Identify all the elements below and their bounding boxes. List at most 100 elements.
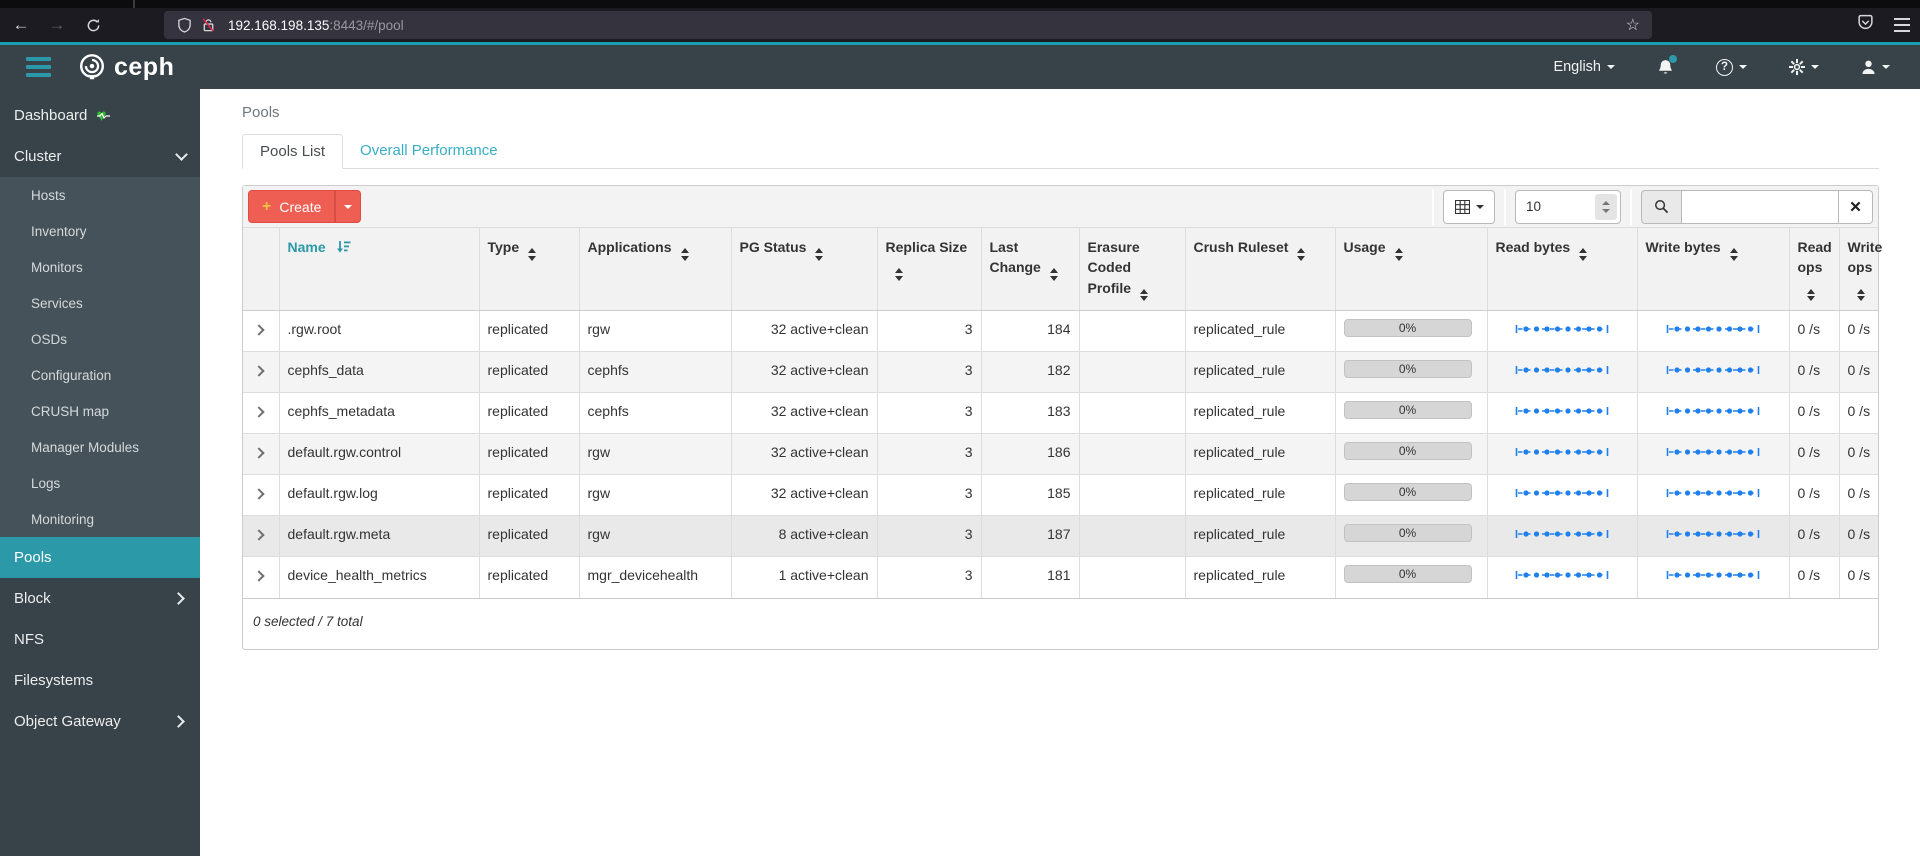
help-dropdown[interactable]: ? [1716, 58, 1747, 76]
sidebar-item-label: Dashboard [14, 107, 88, 124]
sidebar-item-inventory[interactable]: Inventory [0, 213, 200, 249]
pocket-shield-icon[interactable] [1857, 14, 1874, 36]
column-header-usage[interactable]: Usage [1335, 228, 1488, 312]
sidebar-item-cluster[interactable]: Cluster [0, 136, 200, 177]
table-row[interactable]: device_health_metrics replicated mgr_devic… [243, 556, 1878, 598]
cell-name: device_health_metrics [279, 556, 480, 598]
sidebar-item-filesystems[interactable]: Filesystems [0, 660, 200, 701]
column-label: Read ops [1797, 239, 1832, 276]
column-header-replica-size[interactable]: Replica Size [877, 228, 982, 312]
cell-write-ops: 0 /s [1839, 351, 1878, 393]
table-row[interactable]: default.rgw.control replicated rgw 32 activ… [243, 433, 1878, 475]
sidebar-item-crush-map[interactable]: CRUSH map [0, 393, 200, 429]
page-size-input[interactable] [1516, 199, 1586, 214]
settings-dropdown[interactable] [1789, 59, 1819, 75]
column-header-write-bytes[interactable]: Write bytes [1637, 228, 1790, 312]
usage-progress-bar: 0% [1343, 565, 1472, 584]
search-input[interactable] [1681, 189, 1839, 224]
column-header-last-change[interactable]: Last Change [981, 228, 1080, 312]
column-header-applications[interactable]: Applications [579, 228, 732, 312]
table-row[interactable]: default.rgw.log replicated rgw 32 active+cl… [243, 474, 1878, 516]
page-size-control [1515, 189, 1621, 224]
column-header-name[interactable]: Name [279, 228, 480, 312]
sidebar-item-pools[interactable]: Pools [0, 537, 200, 578]
column-header-erasure-coded-profile[interactable]: Erasure Coded Profile [1079, 228, 1186, 312]
sidebar-item-monitors[interactable]: Monitors [0, 249, 200, 285]
column-header-crush-ruleset[interactable]: Crush Ruleset [1185, 228, 1336, 312]
sidebar-item-nfs[interactable]: NFS [0, 619, 200, 660]
clear-search-button[interactable] [1839, 189, 1873, 224]
cell-crush-ruleset: replicated_rule [1185, 433, 1336, 475]
table-row[interactable]: .rgw.root replicated rgw 32 active+clean 3 18… [243, 310, 1878, 352]
cell-name: default.rgw.log [279, 474, 480, 516]
column-header-pg-status[interactable]: PG Status [731, 228, 878, 312]
cell-write-ops: 0 /s [1839, 310, 1878, 352]
insecure-lock-icon[interactable] [196, 17, 220, 33]
accent-divider [0, 42, 1920, 45]
notifications-bell-icon[interactable] [1657, 55, 1677, 76]
expand-row-icon[interactable] [253, 406, 265, 418]
cell-type: replicated [479, 515, 580, 557]
tab-pools-list[interactable]: Pools List [242, 134, 344, 169]
cell-expand[interactable] [243, 310, 280, 352]
sidebar-item-block[interactable]: Block [0, 578, 200, 619]
browser-tabstrip [0, 0, 1920, 8]
cell-expand[interactable] [243, 474, 280, 516]
reload-icon[interactable] [78, 11, 108, 39]
expand-row-icon[interactable] [253, 488, 265, 500]
create-dropdown-button[interactable] [335, 190, 362, 223]
heartbeat-icon: ♥ [96, 107, 111, 124]
cell-read-ops: 0 /s [1789, 556, 1840, 598]
cell-read-bytes [1487, 433, 1638, 475]
sidebar-item-label: Cluster [14, 148, 62, 165]
cell-read-ops: 0 /s [1789, 392, 1840, 434]
bookmark-star-icon[interactable]: ☆ [1625, 17, 1640, 34]
url-bar[interactable]: 192.168.198.135:8443/#/pool ☆ [164, 11, 1652, 39]
tab-overall-performance[interactable]: Overall Performance [360, 142, 498, 159]
cell-expand[interactable] [243, 392, 280, 434]
expand-row-icon[interactable] [253, 324, 265, 336]
back-arrow-icon[interactable]: ← [12, 15, 30, 34]
cell-expand[interactable] [243, 433, 280, 475]
language-dropdown[interactable]: English [1553, 59, 1615, 75]
column-header-type[interactable]: Type [479, 228, 580, 312]
gear-icon [1789, 59, 1805, 75]
expand-row-icon[interactable] [253, 447, 265, 459]
cell-expand[interactable] [243, 515, 280, 557]
column-selector-button[interactable] [1443, 189, 1495, 224]
table-row[interactable]: default.rgw.meta replicated rgw 8 active+cl… [243, 515, 1878, 557]
column-header-read-bytes[interactable]: Read bytes [1487, 228, 1638, 312]
forward-arrow-icon[interactable]: → [48, 15, 66, 34]
sidebar-item-osds[interactable]: OSDs [0, 321, 200, 357]
sidebar-item-object-gateway[interactable]: Object Gateway [0, 701, 200, 742]
browser-menu-icon[interactable] [1894, 18, 1910, 32]
sidebar-toggle-icon[interactable] [26, 57, 51, 77]
cell-name: default.rgw.meta [279, 515, 480, 557]
column-header-write-ops[interactable]: Write ops [1839, 228, 1882, 312]
sidebar-item-hosts[interactable]: Hosts [0, 177, 200, 213]
sidebar-item-logs[interactable]: Logs [0, 465, 200, 501]
user-dropdown[interactable] [1861, 59, 1890, 75]
expand-row-icon[interactable] [253, 365, 265, 377]
pools-panel: + Create [242, 185, 1882, 650]
sidebar-item-dashboard[interactable]: Dashboard ♥ [0, 95, 200, 136]
sidebar-item-configuration[interactable]: Configuration [0, 357, 200, 393]
browser-window: ← → 192.168.198.135:8443/#/pool ☆ [0, 0, 1920, 45]
sidebar-item-monitoring[interactable]: Monitoring [0, 501, 200, 537]
cell-write-bytes [1637, 515, 1790, 557]
table-row[interactable]: cephfs_data replicated cephfs 32 active+cle… [243, 351, 1878, 393]
sidebar-item-manager-modules[interactable]: Manager Modules [0, 429, 200, 465]
cell-expand[interactable] [243, 351, 280, 393]
expand-row-icon[interactable] [253, 529, 265, 541]
shield-icon[interactable] [172, 17, 196, 33]
create-button[interactable]: + Create [248, 190, 336, 223]
cell-read-ops: 0 /s [1789, 310, 1840, 352]
expand-row-icon[interactable] [253, 570, 265, 582]
column-header-read-ops[interactable]: Read ops [1789, 228, 1840, 312]
number-spinner[interactable] [1595, 193, 1617, 220]
table-row[interactable]: cephfs_metadata replicated cephfs 32 active… [243, 392, 1878, 434]
cell-expand[interactable] [243, 556, 280, 598]
sidebar-item-services[interactable]: Services [0, 285, 200, 321]
cell-type: replicated [479, 433, 580, 475]
cell-crush-ruleset: replicated_rule [1185, 474, 1336, 516]
